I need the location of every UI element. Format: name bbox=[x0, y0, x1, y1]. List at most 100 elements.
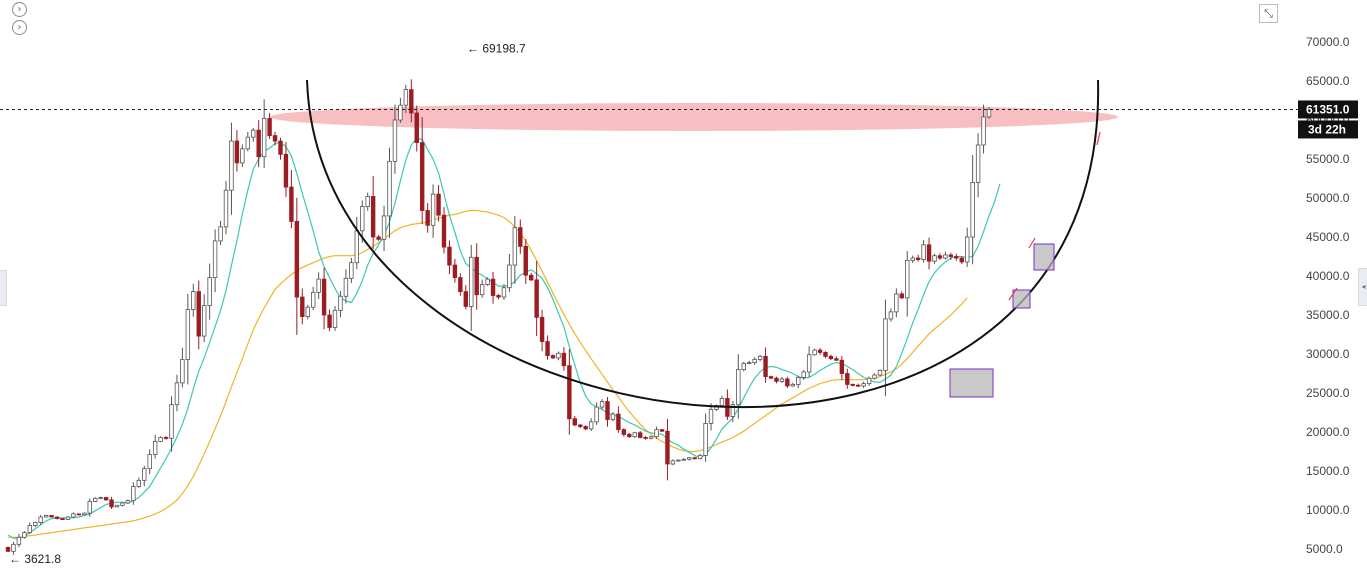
annotations-layer: ← 69198.7 ← 3621.8 bbox=[9, 41, 526, 566]
candle bbox=[561, 346, 567, 371]
breakout-arrow bbox=[1028, 237, 1036, 249]
candle-body bbox=[272, 135, 278, 142]
candle bbox=[207, 263, 212, 320]
candle-body bbox=[103, 497, 109, 501]
candle-body bbox=[790, 384, 795, 387]
candle-body bbox=[817, 349, 823, 353]
candle bbox=[872, 373, 877, 380]
candle bbox=[730, 401, 736, 423]
candle-body bbox=[229, 140, 234, 191]
consolidation-box bbox=[1012, 289, 1031, 309]
candle-body bbox=[469, 256, 474, 307]
candle bbox=[981, 104, 986, 154]
candle-body bbox=[730, 404, 736, 417]
candle-body bbox=[152, 440, 158, 456]
y-tick-label: 15000.0 bbox=[1306, 464, 1350, 478]
candle bbox=[659, 428, 665, 432]
candle bbox=[959, 256, 964, 264]
candle-body bbox=[147, 454, 152, 470]
candle-body bbox=[665, 430, 670, 465]
candle bbox=[365, 192, 370, 211]
boxes-layer bbox=[949, 131, 1101, 398]
left-panel-handle[interactable] bbox=[0, 270, 7, 306]
candle-body bbox=[458, 277, 463, 292]
candle-body bbox=[321, 278, 327, 316]
chevron-right-icon-2[interactable]: › bbox=[12, 20, 27, 35]
chevron-right-icon[interactable]: › bbox=[12, 2, 27, 17]
candle-body bbox=[578, 424, 583, 427]
candle-body bbox=[310, 291, 316, 308]
candle-body bbox=[425, 210, 430, 226]
candle-body bbox=[545, 341, 550, 356]
candle bbox=[926, 237, 932, 270]
candle-body bbox=[905, 259, 910, 299]
candle-body bbox=[447, 246, 452, 266]
candles-layer bbox=[5, 79, 992, 555]
candle-body bbox=[719, 398, 725, 406]
candle-body bbox=[512, 227, 518, 266]
candle-body bbox=[158, 437, 163, 442]
candle-body bbox=[114, 504, 120, 508]
candle bbox=[790, 382, 795, 387]
candle bbox=[360, 200, 365, 243]
candle bbox=[180, 347, 185, 388]
candle bbox=[169, 396, 174, 452]
candle bbox=[610, 412, 616, 422]
countdown-label: 3d 22h bbox=[1308, 122, 1346, 136]
candle bbox=[349, 257, 354, 284]
candle bbox=[578, 424, 583, 429]
candle bbox=[856, 383, 861, 387]
candle bbox=[147, 449, 152, 475]
candle-body bbox=[823, 352, 828, 357]
resistance-zone-layer bbox=[270, 103, 1118, 131]
candle-body bbox=[365, 196, 370, 207]
candle-body bbox=[850, 384, 855, 386]
candle bbox=[452, 258, 458, 283]
candle bbox=[741, 361, 746, 372]
candle-body bbox=[370, 196, 376, 238]
candle-body bbox=[474, 256, 479, 296]
candle bbox=[474, 243, 479, 310]
candle-body bbox=[594, 406, 599, 423]
candle bbox=[719, 395, 725, 408]
y-axis: 5000.0 10000.0 15000.0 20000.0 25000.0 30000.… bbox=[1306, 35, 1350, 556]
candle-body bbox=[621, 429, 627, 435]
candle bbox=[779, 376, 785, 383]
candle-body bbox=[283, 153, 289, 188]
candle-body bbox=[796, 376, 801, 385]
candle bbox=[414, 105, 419, 152]
candle bbox=[774, 376, 779, 384]
candle bbox=[5, 546, 11, 553]
candle bbox=[458, 273, 463, 296]
candle bbox=[392, 104, 398, 174]
candle bbox=[834, 356, 839, 362]
candle bbox=[932, 254, 937, 264]
candle bbox=[174, 374, 180, 412]
candle bbox=[419, 117, 425, 225]
candle-body bbox=[256, 129, 261, 158]
candle bbox=[801, 369, 806, 380]
candle-body bbox=[539, 316, 545, 342]
candle-body bbox=[234, 140, 240, 164]
candle-body bbox=[774, 377, 779, 382]
candle bbox=[523, 239, 528, 284]
candle bbox=[120, 502, 125, 507]
candle-body bbox=[627, 433, 632, 438]
candle-body bbox=[599, 401, 605, 408]
right-panel-expand-icon[interactable]: ◂ bbox=[1358, 268, 1367, 306]
candle-body bbox=[616, 413, 621, 431]
y-tick-label: 65000.0 bbox=[1306, 74, 1350, 88]
candle bbox=[828, 354, 834, 361]
candle-body bbox=[22, 532, 27, 538]
candle-body bbox=[768, 376, 774, 379]
candle-body bbox=[828, 355, 834, 360]
fullscreen-exit-icon[interactable]: ⤡ bbox=[1259, 4, 1278, 23]
candle-body bbox=[583, 426, 588, 430]
candle bbox=[632, 431, 637, 438]
candle bbox=[60, 518, 65, 520]
candle-body bbox=[33, 522, 38, 526]
candle bbox=[76, 513, 82, 516]
candle-body bbox=[381, 215, 387, 240]
candle bbox=[163, 436, 169, 440]
